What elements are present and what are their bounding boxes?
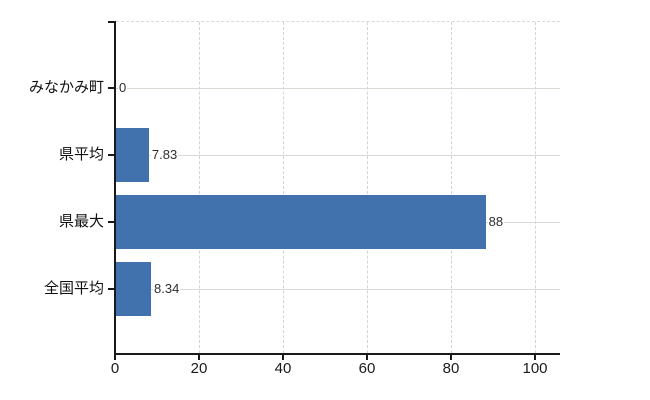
- x-tick-label: 40: [274, 360, 292, 377]
- value-label: 88: [487, 214, 505, 230]
- category-label: 県平均: [58, 146, 104, 163]
- x-axis-tick: [282, 355, 284, 360]
- x-gridline: [199, 22, 200, 353]
- value-label: 7.83: [150, 147, 179, 163]
- category-label: みなかみ町: [28, 79, 104, 96]
- x-gridline: [283, 22, 284, 353]
- y-axis-tick: [108, 87, 115, 89]
- y-gridline: [116, 289, 560, 290]
- x-tick-label: 80: [442, 360, 460, 377]
- y-axis-tick: [108, 221, 115, 223]
- bar: [116, 262, 152, 316]
- y-axis-line: [114, 21, 116, 355]
- x-tick-label: 20: [190, 360, 208, 377]
- bar: [116, 128, 149, 182]
- x-axis-line: [114, 353, 560, 355]
- x-axis-tick: [114, 355, 116, 360]
- x-tick-label: 100: [522, 360, 548, 377]
- y-gridline: [116, 155, 560, 156]
- x-gridline: [451, 22, 452, 353]
- x-tick-label: 60: [358, 360, 376, 377]
- value-label: 0: [118, 80, 128, 96]
- y-gridline: [116, 88, 560, 89]
- x-axis-tick: [366, 355, 368, 360]
- plot-top-border: [116, 21, 560, 22]
- x-axis-tick: [534, 355, 536, 360]
- x-axis-tick: [450, 355, 452, 360]
- y-axis-tick: [108, 21, 115, 23]
- x-tick-label: 0: [110, 360, 120, 377]
- y-axis-tick: [108, 154, 115, 156]
- value-label: 8.34: [153, 281, 181, 297]
- category-label: 全国平均: [43, 280, 104, 297]
- x-gridline: [367, 22, 368, 353]
- bar: [116, 195, 486, 249]
- y-axis-tick: [108, 288, 115, 290]
- x-axis-tick: [198, 355, 200, 360]
- x-gridline: [535, 22, 536, 353]
- category-label: 県最大: [58, 213, 104, 230]
